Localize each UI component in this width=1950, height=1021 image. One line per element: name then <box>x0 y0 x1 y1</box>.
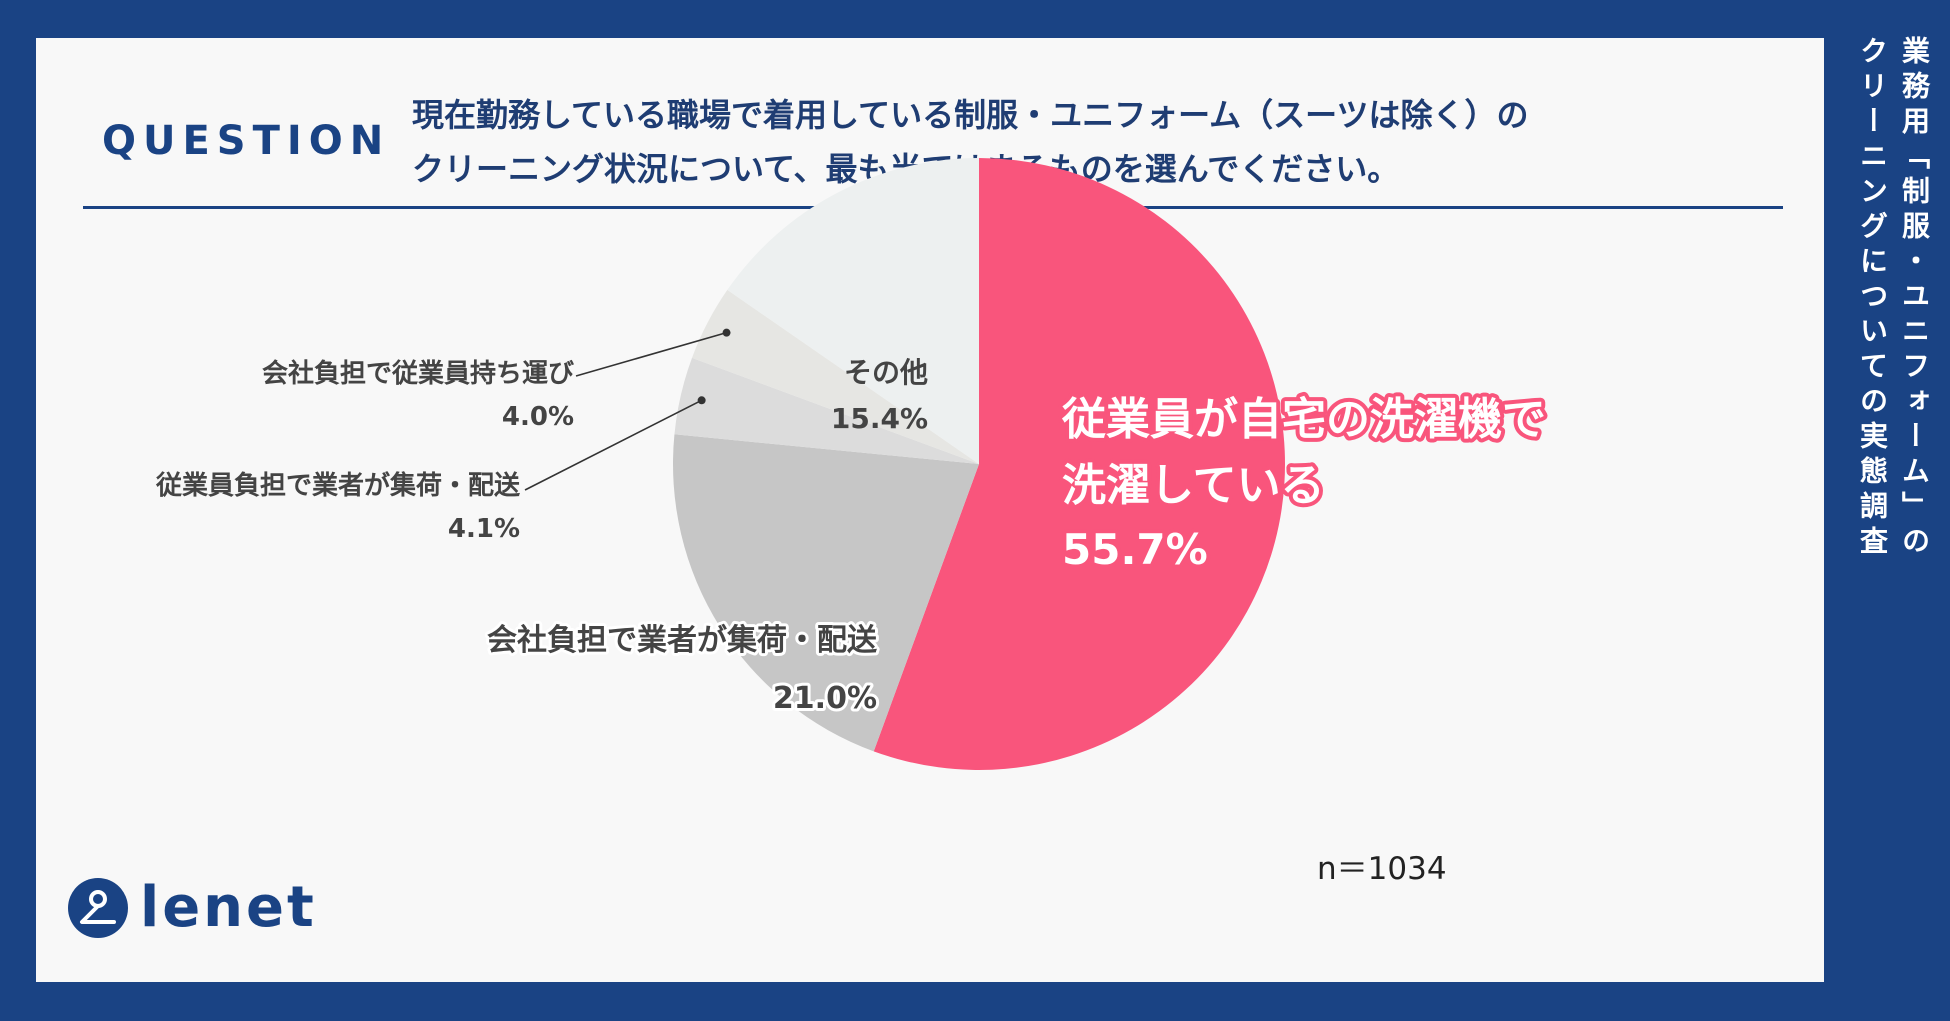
slice-value-label: 4.0% <box>502 402 574 432</box>
pie-slice <box>674 357 979 464</box>
pie-slice <box>692 289 979 464</box>
slice-label-group: その他 15.4% <box>831 356 928 435</box>
slice-value-label: 15.4% <box>831 402 928 435</box>
hanger-icon <box>68 878 128 938</box>
slice-value-label: 21.0% <box>773 681 877 716</box>
slice-value-label: 4.1% <box>448 514 520 544</box>
sample-size-label: n＝1034 <box>1317 851 1447 887</box>
slice-label: 会社負担で従業員持ち運び <box>262 358 574 389</box>
slice-label-group: 従業員負担で業者が集荷・配送 4.1% <box>155 396 706 544</box>
side-title-line-1: 業務用「制服・ユニフォーム」の <box>1898 36 1931 561</box>
slice-label: 従業員が自宅の洗濯機で <box>1061 394 1546 445</box>
slice-label-group: 会社負担で業者が集荷・配送 21.0% <box>484 620 880 719</box>
leader-line <box>524 399 703 491</box>
side-title-line-2: クリーニングについての実態調査 <box>1856 36 1889 561</box>
slice-label: 会社負担で業者が集荷・配送 <box>487 623 877 658</box>
logo-wordmark: lenet <box>140 875 317 940</box>
leader-dot <box>722 328 731 337</box>
question-label: QUESTION <box>102 118 391 164</box>
slice-label-group: 会社負担で従業員持ち運び 4.0% <box>262 328 731 432</box>
question-line-1: 現在勤務している職場で着用している制服・ユニフォーム（スーツは除く）の <box>412 96 1529 134</box>
slice-label: その他 <box>844 356 928 389</box>
lenet-logo: lenet <box>68 878 317 938</box>
slice-value-label: 55.7% <box>1062 525 1208 574</box>
pie-slice <box>727 158 979 464</box>
pie-slice <box>673 434 979 752</box>
pie-slice <box>873 158 1286 770</box>
content-card: QUESTION 現在勤務している職場で着用している制服・ユニフォーム（スーツは… <box>36 38 1824 982</box>
leader-line <box>575 331 727 377</box>
slice-label: 洗濯している <box>1062 460 1325 511</box>
question-text: 現在勤務している職場で着用している制服・ユニフォーム（スーツは除く）の クリーニ… <box>412 88 1742 196</box>
leader-dot <box>697 396 706 405</box>
side-title: 業務用「制服・ユニフォーム」の クリーニングについての実態調査 <box>1844 36 1940 616</box>
slice-label: 従業員負担で業者が集荷・配送 <box>155 470 520 501</box>
